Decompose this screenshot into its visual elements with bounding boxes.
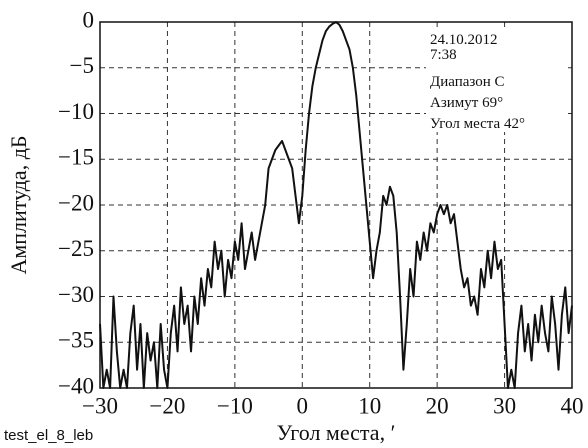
y-axis-label: Амплитуда, дБ bbox=[6, 135, 31, 274]
y-tick-label: −30 bbox=[58, 282, 94, 307]
annotation: Диапазон С bbox=[430, 74, 505, 90]
y-tick-label: 0 bbox=[83, 7, 95, 32]
x-tick-label: 0 bbox=[297, 393, 309, 418]
x-tick-label: −10 bbox=[217, 393, 253, 418]
annotation: Угол места 42° bbox=[430, 116, 525, 132]
x-tick-label: −20 bbox=[149, 393, 185, 418]
x-tick-label: 10 bbox=[358, 393, 381, 418]
annotation: 24.10.2012 bbox=[430, 32, 498, 48]
annotation: Азимут 69° bbox=[430, 95, 503, 111]
x-tick-label: 40 bbox=[561, 393, 584, 418]
footnote: test_el_8_leb bbox=[4, 427, 93, 444]
x-tick-label: 20 bbox=[426, 393, 449, 418]
plot-frame bbox=[99, 21, 573, 389]
y-tick-label: −5 bbox=[70, 53, 94, 78]
y-tick-label: −15 bbox=[58, 145, 94, 170]
annotation-box bbox=[426, 28, 568, 132]
y-tick-label: −20 bbox=[58, 190, 94, 215]
x-tick-label: 30 bbox=[493, 393, 516, 418]
y-tick-label: −35 bbox=[58, 328, 94, 353]
y-tick-label: −25 bbox=[58, 236, 94, 261]
y-tick-label: −40 bbox=[58, 373, 94, 398]
x-tick-label: −30 bbox=[82, 393, 118, 418]
y-tick-label: −10 bbox=[58, 99, 94, 124]
x-axis-label: Угол места, ′ bbox=[277, 420, 396, 445]
annotation: 7:38 bbox=[430, 47, 457, 63]
